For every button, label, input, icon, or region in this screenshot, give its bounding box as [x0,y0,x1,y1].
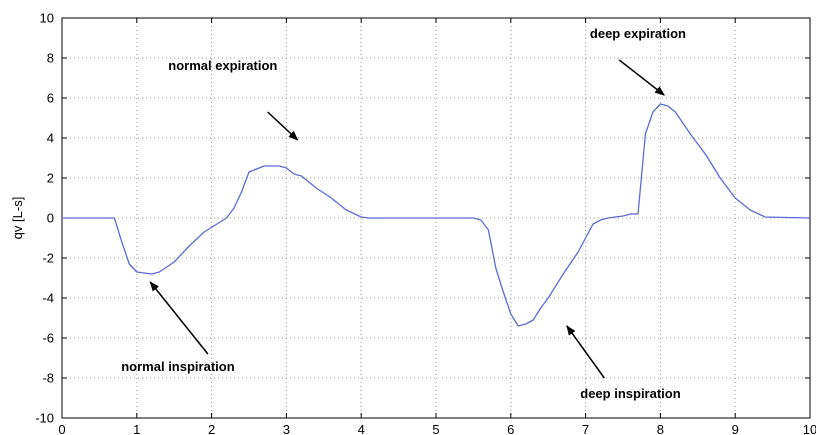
annotation-label: deep expiration [590,26,686,41]
annotation-arrow [618,59,665,96]
x-tick-label: 8 [657,422,664,435]
annotation-arrow [149,281,209,355]
series [62,103,811,327]
annotations: normal expiration normal inspiration deep … [121,26,686,401]
y-tick-label: 6 [47,91,54,106]
x-tick-label: 0 [58,422,65,435]
x-tick-label: 1 [133,422,140,435]
y-tick-label: 4 [47,131,54,146]
y-tick-label: -8 [42,371,54,386]
x-tick-label: 3 [283,422,290,435]
series-line [62,103,811,327]
y-tick-label: 0 [47,211,54,226]
y-tick-label: 2 [47,171,54,186]
x-tick-label: 9 [732,422,739,435]
y-axis-label: qv [L-s] [10,197,25,240]
x-tick-label: 7 [582,422,589,435]
y-tick-label: 10 [40,11,54,26]
x-tick-label: 10 [803,422,816,435]
y-tick-label: -10 [35,411,54,426]
y-tick-label: -4 [42,291,54,306]
annotation-label: normal expiration [168,58,277,73]
y-tick-label: 8 [47,51,54,66]
annotation-arrow [267,111,299,141]
x-tick-label: 6 [507,422,514,435]
annotation-arrow [566,325,605,379]
annotation-label: deep inspiration [580,386,680,401]
x-tick-label: 5 [432,422,439,435]
y-tick-label: -2 [42,251,54,266]
y-tick-label: -6 [42,331,54,346]
x-tick-label: 2 [208,422,215,435]
grid [62,18,810,418]
x-tick-label: 4 [358,422,365,435]
annotation-label: normal inspiration [121,359,234,374]
